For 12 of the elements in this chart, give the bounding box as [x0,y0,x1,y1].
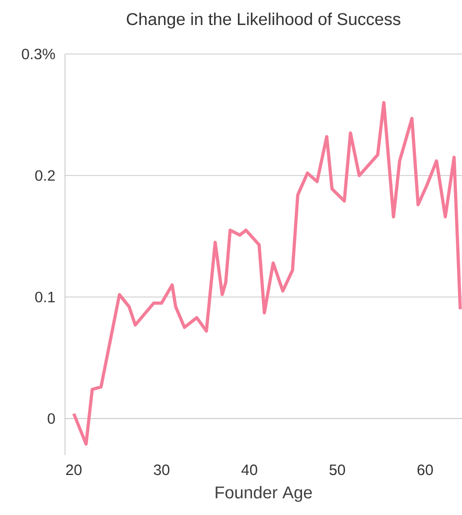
line-series [72,101,462,446]
y-tick-label: 0.3% [22,48,55,60]
x-tick-label: 20 [66,464,82,476]
y-tick-label: 0.2 [35,170,55,181]
y-tick-label: 0 [48,413,55,424]
x-tick-label: 50 [330,464,346,476]
x-axis-title: Founder Age [216,486,312,502]
y-tick-label: 0.1 [35,292,55,302]
x-tick-label: 40 [241,464,258,476]
chart-title: Change in the Likelihood of Success [126,12,400,29]
x-tick-label: 60 [418,464,433,476]
x-tick-label: 30 [154,464,170,476]
